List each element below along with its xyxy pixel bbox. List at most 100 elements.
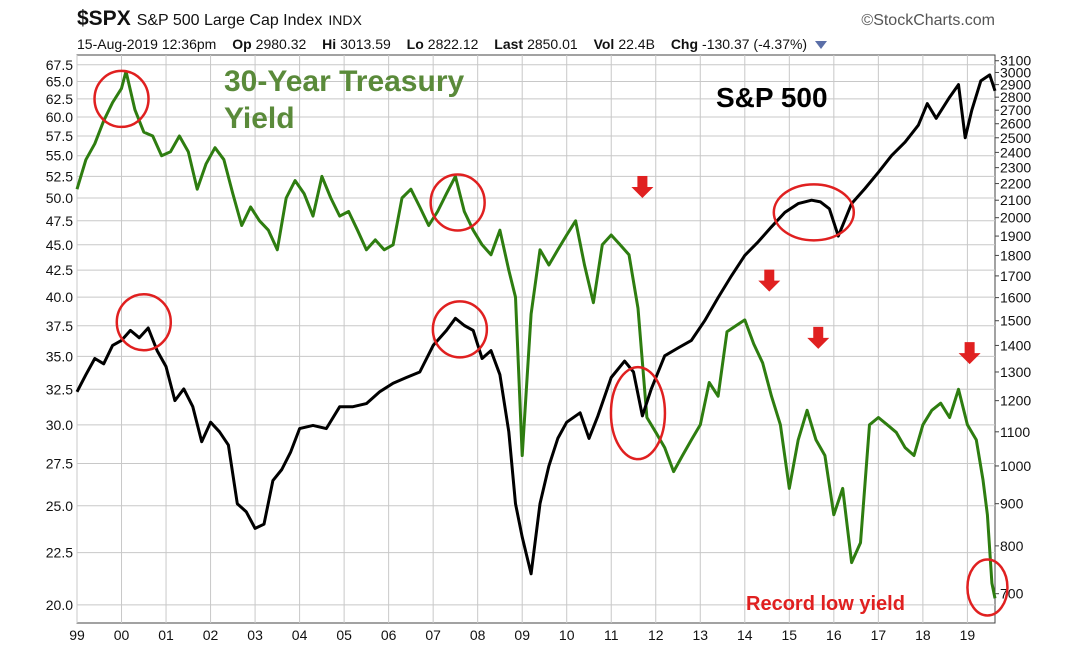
highlight-circle [966,558,1009,617]
vol-value: 22.4B [618,36,655,52]
series-line-sp500 [75,73,997,576]
left-tick-label: 55.0 [46,148,73,164]
brand-name: StockCharts.com [873,12,995,29]
record-low-label: Record low yield [746,593,905,615]
vol-label: Vol [593,36,615,52]
x-tick-label: 18 [915,627,931,643]
left-tick-label: 52.5 [46,168,73,184]
right-tick-label: 2000 [1000,210,1031,226]
down-arrow-icon [958,342,981,365]
x-tick-label: 01 [158,627,174,643]
highlight-circle [609,365,667,461]
low-label: Lo [406,36,424,52]
right-tick-label: 2200 [1000,176,1031,192]
x-tick-label: 15 [782,627,798,643]
copyright-icon: © [861,12,874,29]
x-tick-label: 13 [692,627,708,643]
highlight-circle [772,183,856,242]
right-tick-label: 2400 [1000,144,1031,160]
grid-lines [76,55,995,623]
x-tick-label: 16 [826,627,842,643]
left-tick-label: 40.0 [46,289,73,305]
right-tick-label: 3100 [1000,53,1031,69]
x-tick-label: 04 [292,627,308,643]
left-tick-label: 62.5 [46,91,73,107]
series-line-treasury [75,69,997,599]
chg-label: Chg [670,36,699,52]
x-tick-label: 17 [871,627,887,643]
x-tick-label: 03 [247,627,263,643]
x-tick-label: 19 [960,627,976,643]
x-tick-label: 10 [559,627,575,643]
x-tick-label: 06 [381,627,397,643]
left-tick-label: 35.0 [46,348,73,364]
chg-value: -130.37 (-4.37%) [702,36,808,52]
ticker-symbol: $SPX [77,7,131,30]
left-tick-label: 47.5 [46,213,73,229]
x-tick-label: 12 [648,627,664,643]
x-tick-label: 11 [604,627,619,643]
last-label: Last [494,36,524,52]
right-tick-label: 2300 [1000,160,1031,176]
right-tick-label: 3000 [1000,64,1031,80]
x-tick-label: 09 [514,627,530,643]
left-tick-label: 60.0 [46,109,73,125]
left-tick-label: 57.5 [46,128,73,144]
x-tick-label: 07 [425,627,441,643]
x-tick-label: 00 [114,627,130,643]
left-tick-label: 30.0 [46,417,73,433]
left-tick-label: 65.0 [46,74,73,90]
x-tick-label: 14 [737,627,753,643]
sp500-label: S&P 500 [716,82,828,113]
left-tick-label: 67.5 [46,57,73,73]
right-tick-label: 1500 [1000,313,1031,329]
x-tick-label: 99 [69,627,85,643]
quote-bar: 15-Aug-2019 12:36pm Op 2980.32 Hi 3013.59 … [77,36,827,52]
index-type: INDX [328,12,362,28]
left-tick-label: 50.0 [46,190,73,206]
right-tick-label: 900 [1000,496,1024,512]
right-tick-label: 2500 [1000,130,1031,146]
left-tick-label: 25.0 [46,498,73,514]
highlight-circle [429,173,486,232]
left-tick-label: 22.5 [46,545,73,561]
brand-label: ©StockCharts.com [861,12,995,30]
quote-dropdown-icon[interactable] [814,41,827,50]
open-label: Op [232,36,252,52]
x-axis: 99 00 01 02 03 04 05 06 07 08 09 10 11 12 13 14 15 16 17 18… [69,627,975,643]
right-tick-label: 800 [1000,538,1024,554]
quote-datetime: 15-Aug-2019 12:36pm [77,36,217,52]
down-arrows [631,176,981,365]
treasury-label-line1: 30-Year Treasury [224,65,464,98]
highlight-circles [93,69,1009,617]
right-tick-label: 1900 [1000,228,1031,244]
highlight-circle [93,69,150,129]
right-tick-label: 700 [1000,586,1024,602]
right-tick-label: 1300 [1000,364,1031,380]
right-axis: 3100300029002800270026002500240023002200… [995,53,1031,602]
index-name: S&P 500 Large Cap Index [136,12,323,29]
left-tick-label: 45.0 [46,237,73,253]
right-tick-label: 1100 [1000,424,1030,440]
right-tick-label: 1600 [1000,290,1031,306]
right-tick-label: 1800 [1000,247,1031,263]
highlight-circle [431,300,489,359]
right-tick-label: 2700 [1000,102,1031,118]
right-tick-label: 2800 [1000,89,1031,105]
left-tick-label: 42.5 [46,262,73,278]
open-value: 2980.32 [255,36,307,52]
left-tick-label: 27.5 [46,455,73,471]
right-tick-label: 1700 [1000,268,1031,284]
high-label: Hi [322,36,337,52]
left-axis: 67.565.062.5 60.0 57.5 55.0 52.5 50.0 47.5 45.0… [46,57,73,613]
x-tick-label: 05 [336,627,352,643]
treasury-label-line2: Yield [224,102,295,135]
right-tick-label: 1000 [1000,458,1031,474]
down-arrow-icon [758,269,781,292]
left-tick-label: 37.5 [46,318,73,334]
left-tick-label: 20.0 [46,597,73,613]
right-tick-label: 2900 [1000,77,1031,93]
x-tick-label: 08 [470,627,486,643]
